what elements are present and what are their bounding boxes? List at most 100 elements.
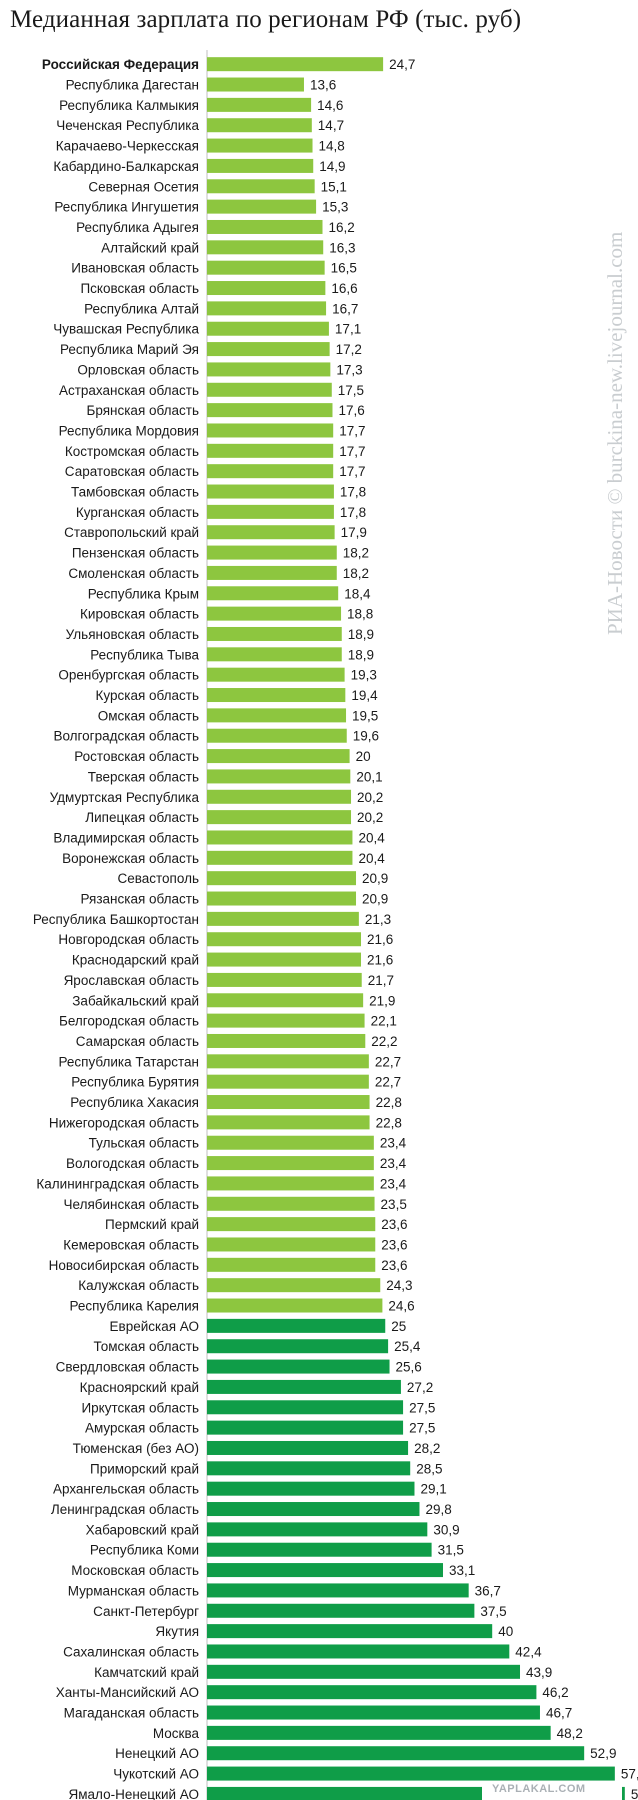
category-label: Приморский край xyxy=(90,1461,199,1476)
value-label: 21,7 xyxy=(368,973,394,988)
category-label: Ярославская область xyxy=(64,973,199,988)
category-label: Ленинградская область xyxy=(51,1502,199,1517)
category-label: Севастополь xyxy=(117,871,199,886)
bar xyxy=(207,1644,510,1659)
bar xyxy=(207,179,315,194)
bar xyxy=(207,830,353,845)
bar xyxy=(207,158,314,173)
category-label: Псковская область xyxy=(80,281,199,296)
site-stamp-text: YAPLAKAL.COM xyxy=(492,1783,586,1795)
bar xyxy=(207,1522,428,1537)
value-label: 20,4 xyxy=(358,851,385,866)
value-label: 22,1 xyxy=(371,1014,397,1029)
value-label: 19,4 xyxy=(351,688,378,703)
value-label: 23,4 xyxy=(380,1156,407,1171)
bar xyxy=(207,1725,551,1740)
bar xyxy=(207,484,334,499)
category-label: Воронежская область xyxy=(62,851,199,866)
value-label: 21,6 xyxy=(367,953,393,968)
value-label: 29,8 xyxy=(425,1502,451,1517)
value-label: 24,3 xyxy=(386,1278,412,1293)
bar xyxy=(207,1420,404,1435)
value-label: 57,2 xyxy=(621,1767,638,1782)
bar xyxy=(207,789,352,804)
value-label: 58,6 xyxy=(631,1787,638,1800)
bar xyxy=(207,1359,390,1374)
bar xyxy=(207,1196,375,1211)
category-label: Омская область xyxy=(98,708,199,723)
bar xyxy=(207,1095,370,1110)
watermark-text: РИА-Новости © burckina-new.livejournal.c… xyxy=(603,232,627,635)
chart-title: Медианная зарплата по регионам РФ (тыс. … xyxy=(10,6,522,33)
value-label: 37,5 xyxy=(480,1604,506,1619)
value-label: 28,2 xyxy=(414,1441,440,1456)
bar xyxy=(207,118,312,133)
value-label: 20,1 xyxy=(356,769,382,784)
category-label: Сахалинская область xyxy=(63,1644,199,1659)
value-label: 25,6 xyxy=(396,1360,422,1375)
category-label: Амурская область xyxy=(85,1421,199,1436)
value-label: 17,7 xyxy=(339,464,365,479)
value-label: 18,4 xyxy=(344,586,371,601)
value-label: 27,2 xyxy=(407,1380,433,1395)
bar xyxy=(207,810,352,825)
category-label: Владимирская область xyxy=(53,830,199,845)
bar xyxy=(207,1746,585,1761)
value-label: 17,8 xyxy=(340,505,366,520)
value-label: 17,2 xyxy=(336,342,362,357)
value-label: 16,5 xyxy=(331,261,357,276)
value-label: 22,2 xyxy=(371,1034,397,1049)
bar xyxy=(207,972,362,987)
category-label: Челябинская область xyxy=(64,1197,199,1212)
value-label: 17,7 xyxy=(339,444,365,459)
bar xyxy=(207,1705,540,1720)
bar xyxy=(207,728,347,743)
category-label: Краснодарский край xyxy=(72,953,199,968)
value-label: 17,7 xyxy=(339,423,365,438)
value-label: 17,8 xyxy=(340,485,366,500)
category-label: Российская Федерация xyxy=(42,57,199,72)
bar xyxy=(207,443,334,458)
value-label: 22,7 xyxy=(375,1075,401,1090)
category-label: Республика Ингушетия xyxy=(54,200,199,215)
value-label: 21,3 xyxy=(365,912,391,927)
category-label: Тюменская (без АО) xyxy=(73,1441,199,1456)
bar xyxy=(207,1257,376,1272)
category-label: Республика Бурятия xyxy=(71,1075,199,1090)
bar xyxy=(207,57,384,72)
bar xyxy=(207,565,337,580)
category-label: Курганская область xyxy=(76,505,199,520)
category-label: Якутия xyxy=(155,1624,199,1639)
category-label: Республика Коми xyxy=(90,1543,199,1558)
category-label: Республика Марий Эя xyxy=(60,342,199,357)
value-label: 23,6 xyxy=(381,1217,407,1232)
bar xyxy=(207,769,351,784)
value-label: 24,7 xyxy=(389,57,415,72)
bar xyxy=(207,1685,537,1700)
category-label: Белгородская область xyxy=(59,1014,199,1029)
value-label: 25,4 xyxy=(394,1339,421,1354)
category-label: Хабаровский край xyxy=(86,1522,199,1537)
bar xyxy=(207,1624,493,1639)
category-label: Республика Тыва xyxy=(90,647,199,662)
category-label: Ненецкий АО xyxy=(115,1746,199,1761)
category-label: Камчатский край xyxy=(94,1665,199,1680)
category-label: Еврейская АО xyxy=(110,1319,199,1334)
category-label: Республика Калмыкия xyxy=(59,98,199,113)
value-label: 16,6 xyxy=(331,281,357,296)
category-label: Рязанская область xyxy=(80,892,199,907)
value-label: 27,5 xyxy=(409,1421,435,1436)
value-label: 18,9 xyxy=(348,627,374,642)
category-label: Чувашская Республика xyxy=(53,322,199,337)
value-label: 21,9 xyxy=(369,993,395,1008)
bar xyxy=(207,952,362,967)
value-label: 23,6 xyxy=(381,1258,407,1273)
bar xyxy=(207,281,326,296)
value-label: 20 xyxy=(356,749,371,764)
category-label: Томская область xyxy=(94,1339,200,1354)
value-label: 24,6 xyxy=(388,1299,414,1314)
value-label: 17,1 xyxy=(335,322,361,337)
category-label: Орловская область xyxy=(77,362,199,377)
value-label: 43,9 xyxy=(526,1665,552,1680)
